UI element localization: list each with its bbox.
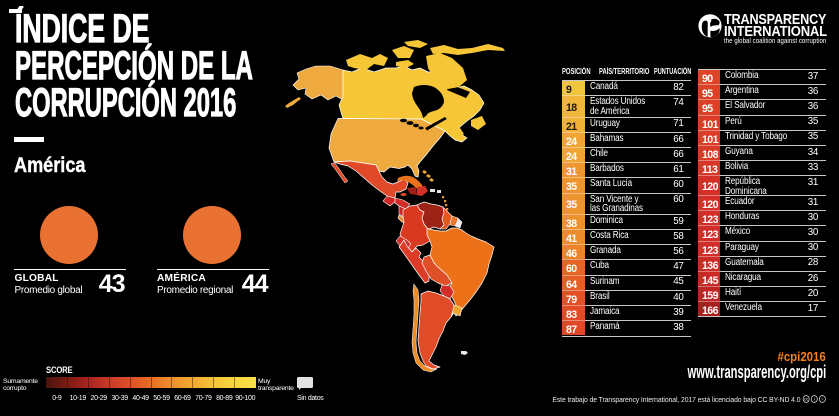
svg-text:=: =	[821, 396, 824, 401]
svg-text:i: i	[813, 396, 814, 401]
svg-text:cc: cc	[804, 396, 809, 401]
